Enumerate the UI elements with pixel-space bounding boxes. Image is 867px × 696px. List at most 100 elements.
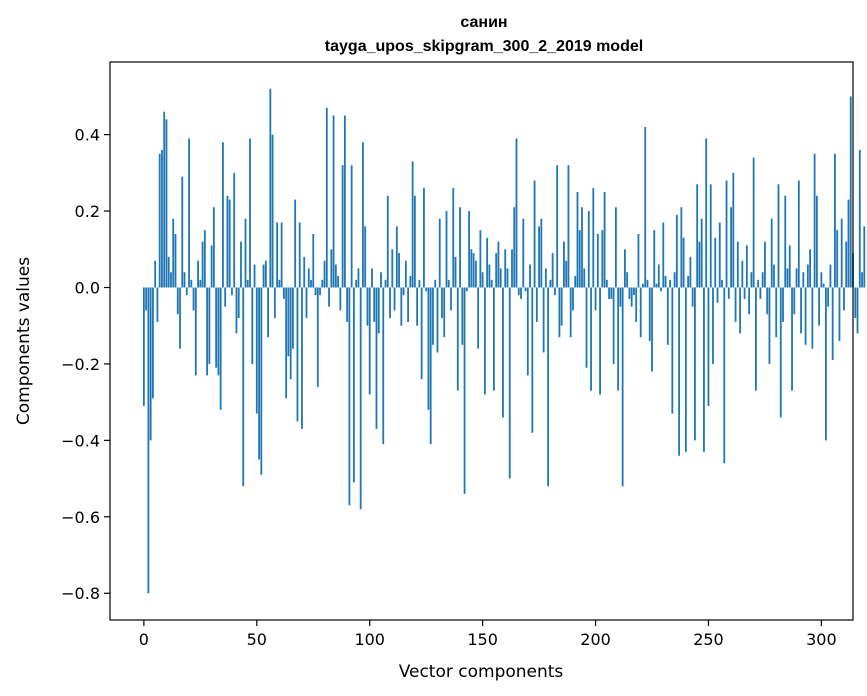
bar-17 [181, 176, 184, 288]
bar-292 [802, 272, 805, 288]
bar-274 [761, 272, 764, 288]
bar-148 [477, 287, 480, 349]
bar-214 [626, 272, 629, 288]
bar-242 [689, 256, 692, 288]
bar-136 [450, 287, 452, 311]
bar-63 [285, 287, 288, 399]
bar-33 [217, 287, 220, 376]
bar-15 [176, 287, 179, 315]
bar-48 [251, 287, 254, 364]
bar-60 [278, 279, 281, 288]
bar-282 [779, 287, 782, 418]
bar-130 [436, 287, 439, 353]
bar-167 [520, 287, 522, 299]
bar-173 [533, 180, 536, 288]
bar-186 [563, 241, 565, 288]
y-tick-label: −0.4 [61, 431, 100, 450]
bar-62 [282, 287, 285, 299]
bar-165 [515, 138, 518, 288]
bar-155 [493, 287, 495, 391]
bar-96 [359, 287, 362, 510]
bar-276 [766, 287, 769, 315]
bar-46 [246, 279, 249, 288]
bar-268 [748, 287, 751, 315]
bar-317 [858, 149, 861, 288]
bar-16 [179, 287, 181, 349]
bar-254 [716, 287, 719, 303]
bar-12 [170, 272, 172, 288]
bar-269 [750, 272, 753, 288]
bar-168 [522, 218, 525, 288]
bar-22 [192, 287, 195, 311]
bar-102 [373, 287, 376, 322]
bar-185 [560, 287, 563, 326]
bar-241 [687, 276, 690, 288]
bar-198 [590, 287, 592, 391]
bar-106 [382, 287, 385, 445]
bar-251 [709, 184, 712, 288]
bar-163 [511, 249, 513, 288]
bar-290 [797, 180, 800, 288]
bar-318 [861, 272, 863, 288]
bar-13 [172, 218, 175, 288]
bar-220 [639, 287, 642, 338]
bar-189 [569, 287, 572, 338]
bar-188 [567, 165, 570, 288]
bar-202 [599, 287, 601, 395]
bar-115 [402, 287, 405, 296]
bar-52 [260, 287, 263, 475]
bar-134 [445, 211, 448, 288]
bar-156 [495, 253, 498, 288]
bar-141 [461, 287, 464, 345]
bar-88 [341, 165, 344, 288]
bar-9 [163, 111, 166, 288]
bar-223 [646, 279, 649, 288]
bar-123 [420, 287, 423, 380]
bar-197 [587, 211, 590, 288]
bar-69 [298, 222, 301, 288]
x-tick-label: 150 [467, 630, 498, 649]
bar-87 [339, 287, 342, 311]
bar-80 [323, 260, 326, 288]
bar-79 [321, 279, 324, 288]
plot-frame [109, 61, 854, 621]
bar-194 [581, 207, 583, 288]
bar-216 [630, 287, 633, 307]
bar-105 [380, 272, 382, 288]
bar-236 [675, 214, 678, 288]
bar-203 [601, 230, 604, 288]
bar-170 [526, 287, 529, 376]
bar-291 [800, 287, 802, 334]
bar-307 [836, 230, 839, 288]
bar-143 [465, 287, 468, 292]
bar-114 [400, 287, 403, 326]
bar-177 [542, 287, 545, 353]
bar-200 [594, 287, 597, 311]
bar-98 [364, 226, 367, 288]
bar-59 [276, 222, 279, 288]
x-axis-label: Vector components [399, 662, 564, 682]
bar-208 [612, 287, 615, 364]
bar-235 [673, 272, 676, 288]
bar-267 [745, 245, 748, 288]
bar-39 [231, 287, 233, 296]
bar-201 [596, 233, 599, 288]
bar-144 [468, 211, 470, 288]
bar-191 [574, 276, 577, 288]
bar-308 [838, 287, 841, 341]
bar-56 [269, 88, 272, 288]
bar-154 [490, 279, 493, 288]
bar-147 [474, 260, 477, 288]
bar-64 [287, 287, 290, 357]
bar-234 [671, 287, 674, 414]
bar-157 [497, 241, 500, 288]
y-tick-label: −0.8 [61, 584, 100, 603]
bar-84 [332, 115, 335, 288]
bar-32 [215, 287, 218, 368]
bar-4 [152, 287, 154, 399]
bar-18 [183, 272, 186, 288]
bar-77 [316, 287, 319, 387]
bar-160 [504, 249, 507, 288]
bar-124 [423, 188, 425, 288]
bar-43 [240, 241, 242, 288]
